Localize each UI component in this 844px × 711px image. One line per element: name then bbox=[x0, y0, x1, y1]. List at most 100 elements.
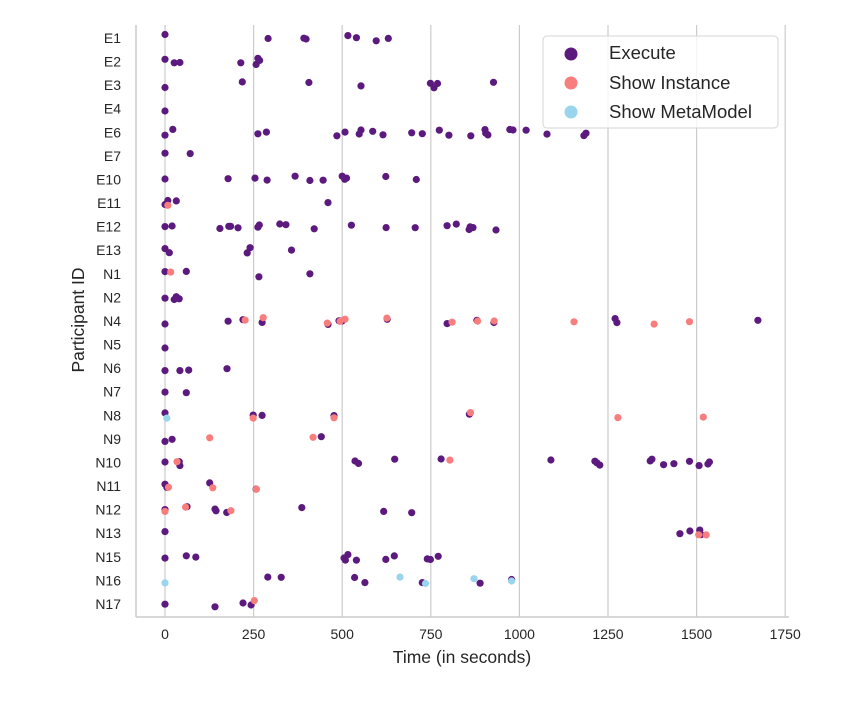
data-point bbox=[170, 59, 178, 67]
data-point bbox=[161, 437, 169, 445]
y-tick-label: N10 bbox=[95, 454, 121, 470]
y-tick-label: N2 bbox=[103, 289, 121, 305]
y-tick-label: N7 bbox=[103, 384, 121, 400]
data-point bbox=[176, 58, 184, 67]
data-point bbox=[161, 268, 169, 276]
x-tick-label: 750 bbox=[419, 626, 443, 642]
y-tick-label: N13 bbox=[95, 525, 121, 541]
data-point bbox=[305, 78, 313, 87]
data-point bbox=[176, 367, 184, 375]
data-point bbox=[613, 319, 621, 327]
data-point bbox=[448, 318, 456, 326]
data-point bbox=[291, 172, 299, 180]
data-point bbox=[330, 414, 338, 422]
data-point bbox=[161, 223, 169, 231]
data-point bbox=[254, 130, 262, 138]
data-point bbox=[161, 55, 169, 63]
y-tick-label: E13 bbox=[96, 242, 121, 258]
data-point bbox=[161, 554, 169, 562]
data-point bbox=[165, 249, 173, 257]
data-point bbox=[227, 507, 235, 515]
data-point bbox=[206, 434, 214, 442]
data-point bbox=[161, 528, 169, 536]
y-tick-label: N5 bbox=[103, 337, 121, 353]
legend-label-show-metamodel: Show MetaModel bbox=[609, 101, 752, 122]
data-point bbox=[182, 389, 190, 397]
data-point bbox=[341, 315, 349, 323]
data-point bbox=[182, 267, 190, 275]
legend-marker-show-metamodel bbox=[564, 105, 578, 119]
data-point bbox=[443, 222, 451, 230]
data-point bbox=[298, 504, 306, 512]
y-tick-label: E7 bbox=[104, 148, 121, 164]
data-point bbox=[161, 107, 169, 115]
data-point bbox=[277, 573, 285, 581]
data-point bbox=[347, 221, 355, 229]
data-point bbox=[282, 221, 290, 229]
data-point bbox=[161, 458, 169, 466]
y-tick-label: E10 bbox=[96, 171, 121, 187]
data-point bbox=[408, 509, 416, 517]
data-point bbox=[411, 224, 419, 232]
data-point bbox=[369, 127, 377, 135]
legend-label-show-instance: Show Instance bbox=[609, 72, 730, 93]
data-point bbox=[433, 79, 442, 88]
data-point bbox=[216, 224, 224, 233]
data-point bbox=[484, 131, 492, 139]
data-point bbox=[237, 59, 245, 67]
y-tick-label: N17 bbox=[95, 596, 121, 612]
data-point bbox=[264, 34, 272, 43]
x-tick-label: 500 bbox=[331, 626, 355, 642]
data-point bbox=[699, 413, 707, 421]
data-point bbox=[614, 414, 622, 422]
data-point bbox=[685, 457, 694, 465]
data-point bbox=[224, 317, 232, 325]
legend-label-execute: Execute bbox=[609, 42, 676, 63]
data-point bbox=[164, 201, 172, 209]
data-point bbox=[211, 603, 219, 611]
data-point bbox=[509, 126, 517, 134]
data-point bbox=[161, 579, 169, 587]
data-point bbox=[276, 220, 284, 228]
data-point bbox=[258, 411, 266, 419]
data-point bbox=[434, 552, 442, 560]
data-point bbox=[445, 131, 453, 139]
data-point bbox=[470, 575, 478, 583]
y-tick-label: E6 bbox=[104, 124, 121, 140]
data-point bbox=[168, 435, 176, 443]
data-point bbox=[185, 366, 193, 374]
data-point bbox=[182, 503, 190, 511]
y-tick-label: N11 bbox=[96, 478, 121, 494]
data-point bbox=[182, 552, 190, 560]
data-point bbox=[234, 224, 242, 232]
data-point bbox=[352, 34, 360, 42]
data-point bbox=[324, 199, 332, 207]
data-point bbox=[164, 483, 173, 491]
data-point bbox=[702, 531, 710, 539]
data-point bbox=[380, 507, 388, 515]
data-point bbox=[287, 246, 296, 254]
y-axis-title: Participant ID bbox=[68, 267, 88, 372]
data-point bbox=[476, 579, 484, 587]
data-point bbox=[167, 268, 175, 276]
data-point bbox=[396, 573, 404, 581]
x-tick-label: 1500 bbox=[681, 626, 712, 642]
data-point bbox=[372, 37, 380, 45]
y-tick-label: N9 bbox=[103, 431, 121, 447]
data-point bbox=[466, 409, 475, 417]
data-point bbox=[161, 388, 169, 396]
data-point bbox=[306, 270, 314, 278]
data-point bbox=[361, 579, 369, 587]
data-point bbox=[508, 577, 516, 585]
data-point bbox=[344, 31, 352, 40]
data-point bbox=[224, 175, 232, 183]
data-point bbox=[357, 126, 365, 134]
data-point bbox=[246, 244, 254, 252]
data-point bbox=[547, 456, 555, 464]
data-point bbox=[412, 175, 420, 184]
data-point bbox=[255, 221, 263, 229]
data-point bbox=[391, 455, 399, 463]
data-point bbox=[382, 555, 390, 564]
data-point bbox=[212, 507, 220, 515]
data-point bbox=[452, 220, 460, 228]
